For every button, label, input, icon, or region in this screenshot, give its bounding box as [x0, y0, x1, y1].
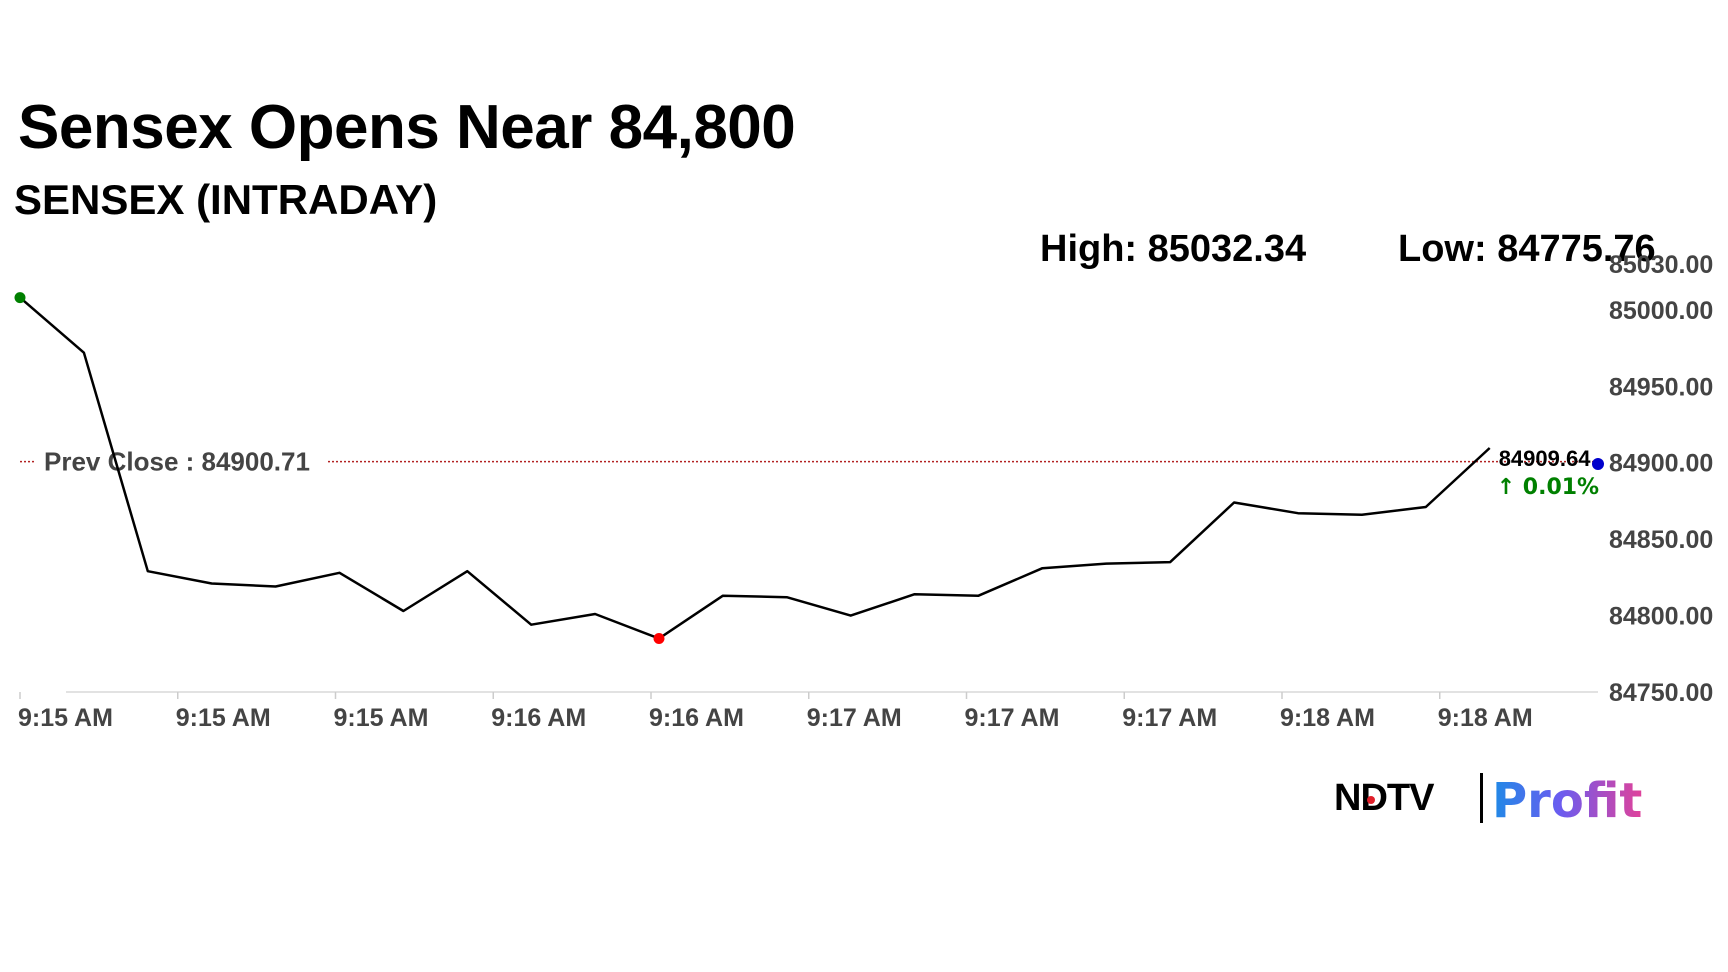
- prev-close-label: Prev Close : 84900.71: [44, 447, 310, 477]
- x-tick-label: 9:17 AM: [1122, 704, 1217, 732]
- x-tick-label: 9:18 AM: [1280, 704, 1375, 732]
- low-value: Low: 84775.76: [1398, 228, 1656, 270]
- x-tick-label: 9:17 AM: [965, 704, 1060, 732]
- x-tick-label: 9:18 AM: [1438, 704, 1533, 732]
- x-tick-label: 9:16 AM: [491, 704, 586, 732]
- prev-close-label-bg: [36, 443, 326, 480]
- series-line: [19, 296, 1491, 640]
- y-tick-label: 84850.00: [1609, 526, 1713, 554]
- y-tick-label: 85030.00: [1609, 251, 1713, 279]
- y-tick-label: 84900.00: [1609, 450, 1713, 478]
- last-change-label: ↑ 0.01%: [1497, 475, 1599, 500]
- logo-divider: [1480, 773, 1483, 823]
- y-tick-label: 84950.00: [1609, 373, 1713, 401]
- chart-subtitle: SENSEX (INTRADAY): [14, 176, 438, 223]
- low-marker: [653, 633, 665, 644]
- logo-ndtv-text: NDTV: [1334, 777, 1434, 819]
- open-marker: [14, 292, 26, 304]
- logo-red-dot: [1367, 796, 1375, 804]
- x-tick-label: 9:15 AM: [18, 704, 113, 732]
- logo-profit-text: Profit: [1492, 773, 1643, 829]
- x-tick-label: 9:15 AM: [334, 704, 429, 732]
- last-value-label: 84909.64: [1499, 446, 1592, 471]
- last-marker: [1592, 458, 1604, 470]
- x-tick-label: 9:17 AM: [807, 704, 902, 732]
- high-value: High: 85032.34: [1040, 228, 1307, 270]
- x-tick-label: 9:15 AM: [176, 704, 271, 732]
- y-tick-label: 85000.00: [1609, 297, 1713, 325]
- x-tick-label: 9:16 AM: [649, 704, 744, 732]
- y-tick-label: 84800.00: [1609, 603, 1713, 631]
- y-tick-label: 84750.00: [1609, 679, 1713, 707]
- headline: Sensex Opens Near 84,800: [18, 93, 796, 162]
